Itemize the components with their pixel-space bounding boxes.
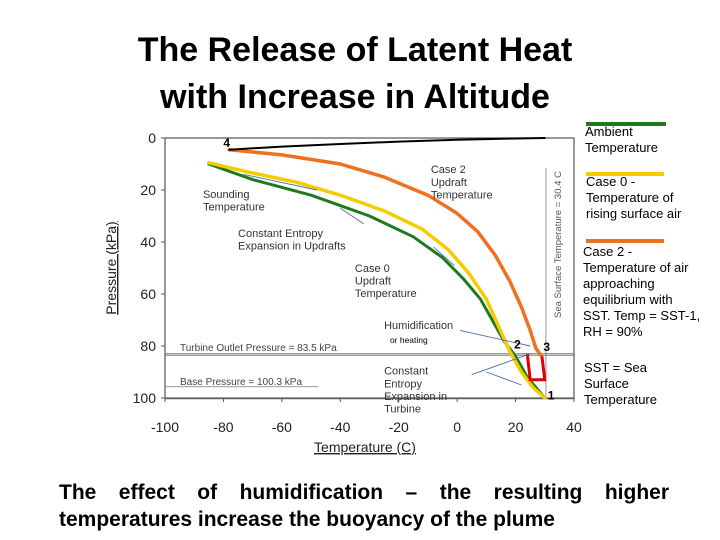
series-line-2 (227, 147, 544, 359)
annotation-arrow-1 (340, 207, 364, 225)
y-tick-label: 20 (140, 182, 156, 198)
highlight-path (525, 353, 547, 382)
y-tick-label: 40 (140, 234, 156, 250)
annotation-arrow-3 (459, 329, 531, 347)
annotation-5: or heating (390, 335, 428, 345)
annotation-0: Case 2 Updraft Temperature (431, 164, 493, 201)
x-tick-label: -20 (389, 419, 409, 435)
slide-footer-text: The effect of humidification – the resul… (59, 481, 669, 531)
point-label-3: 3 (543, 340, 550, 354)
y-tick-label: 0 (148, 130, 156, 146)
point-label-1: 1 (548, 388, 555, 402)
legend-text-case2: Case 2 - Temperature of air approaching … (583, 244, 701, 339)
x-tick-label: 20 (508, 419, 524, 435)
slide-title-line1: The Release of Latent Heat (137, 31, 573, 69)
legend-line-case0 (586, 172, 664, 176)
annotation-arrow-2 (433, 246, 455, 266)
annotation-arrow-0 (243, 173, 318, 191)
annotation-arrow-4 (471, 353, 531, 376)
series-line-0 (207, 162, 547, 400)
point-label-4: 4 (223, 136, 230, 150)
y-tick-label: 80 (140, 338, 156, 354)
x-tick-label: -60 (272, 419, 292, 435)
y-axis-title: Pressure (kPa) (103, 221, 119, 314)
annotation-6: Constant Entropy Expansion in Turbine (384, 366, 447, 416)
legend-text-case0: Case 0 - Temperature of rising surface a… (586, 174, 682, 221)
series-line-3 (228, 137, 546, 151)
reference-label: Turbine Outlet Pressure = 83.5 kPa (180, 343, 337, 354)
reference-label-vertical: Sea Surface Temperature = 30.4 C (553, 171, 564, 318)
x-axis-title: Temperature (C) (314, 439, 416, 455)
x-tick-label: 0 (453, 419, 461, 435)
x-tick-label: -80 (213, 419, 233, 435)
x-tick-label: -40 (330, 419, 350, 435)
point-label-2: 2 (514, 338, 521, 352)
y-tick-label: 60 (140, 286, 156, 302)
x-tick-label: -100 (151, 419, 179, 435)
annotation-1: Sounding Temperature (203, 189, 265, 214)
legend-line-case2 (586, 239, 664, 243)
slide-title-line2: with Increase in Altitude (160, 78, 550, 116)
annotation-2: Constant Entropy Expansion in Updrafts (238, 228, 346, 253)
annotation-arrow-5 (486, 371, 522, 386)
legend-line-ambient (586, 122, 666, 126)
series-line-1 (207, 160, 547, 400)
reference-label: Base Pressure = 100.3 kPa (180, 377, 302, 388)
x-tick-label: 40 (566, 419, 582, 435)
legend-text-ambient: Ambient Temperature (585, 124, 658, 155)
y-tick-label: 100 (133, 390, 157, 406)
legend-text-sst: SST = Sea Surface Temperature (584, 360, 657, 407)
annotation-3: Case 0 Updraft Temperature (355, 263, 417, 300)
plot-frame (164, 137, 575, 399)
annotation-4: Humidification (384, 320, 453, 332)
